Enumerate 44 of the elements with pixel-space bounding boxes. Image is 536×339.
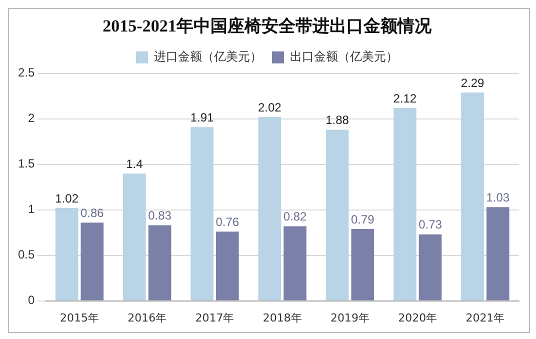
x-tick-label: 2017年 [195,311,234,324]
bar [393,108,416,300]
bar [216,232,239,300]
legend-label: 出口金额（亿美元） [290,50,398,64]
legend-label: 进口金额（亿美元） [154,50,262,64]
y-tick-label: 1.5 [18,156,35,171]
x-tick-label: 2021年 [466,311,505,324]
data-label: 1.02 [55,191,79,206]
x-tick-label: 2019年 [330,311,370,324]
bar [461,92,484,300]
bar [190,127,214,300]
bar [55,208,78,300]
data-label: 1.88 [326,113,350,128]
y-tick-label: 2 [28,111,35,126]
bar [418,234,442,300]
data-label: 2.12 [393,91,417,106]
y-tick-label: 0 [28,293,35,308]
bar [351,228,374,300]
x-tick-label: 2020年 [398,311,438,324]
bar [148,225,172,300]
bar [123,173,146,300]
x-tick-label: 2016年 [128,311,167,324]
bar [80,222,104,300]
data-label: 2.29 [460,76,485,90]
chart-title: 2015-2021年中国座椅安全带进出口金额情况 [102,16,432,36]
data-label: 0.73 [418,218,442,232]
data-label: 0.86 [80,206,104,220]
data-label: 0.83 [148,208,172,223]
x-tick-label: 2018年 [262,311,302,324]
bar [486,207,510,300]
x-tick-label: 2015年 [60,311,99,324]
bar [326,130,349,300]
data-label: 1.03 [486,190,510,204]
bar [258,117,282,300]
data-label: 0.79 [350,212,375,226]
y-tick-label: 0.5 [18,248,35,262]
data-label: 0.76 [216,214,240,229]
data-label: 0.82 [283,210,308,224]
y-tick-label: 2.5 [18,66,35,80]
bar [284,226,306,300]
data-label: 2.02 [258,100,282,114]
data-label: 1.91 [190,110,214,124]
y-tick-label: 1 [28,202,35,216]
data-label: 1.4 [126,156,144,171]
